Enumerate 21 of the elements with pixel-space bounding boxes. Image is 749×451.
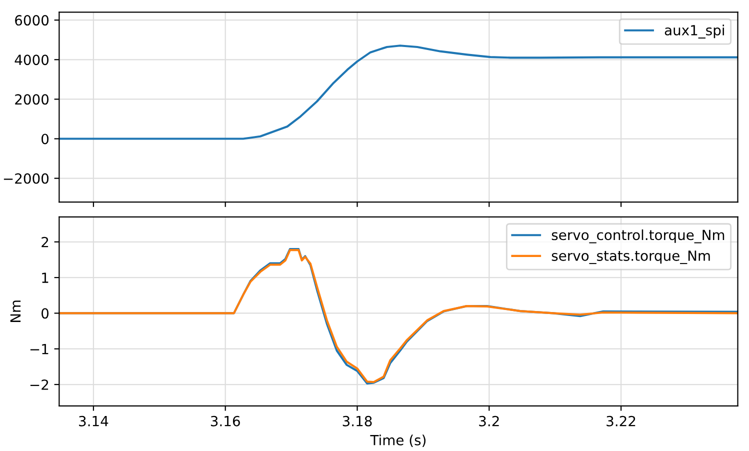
x-tick-label: 3.14 — [79, 416, 108, 426]
x-tick-label: 3.22 — [606, 416, 636, 426]
legend-label: servo_control.torque_Nm — [552, 229, 724, 244]
x-tick-label: 3.16 — [210, 416, 240, 426]
x-tick-label: 3.18 — [342, 416, 372, 426]
y-tick-label: 1 — [42, 272, 48, 283]
x-tick-label: 3.2 — [479, 416, 499, 426]
y-tick-label: 2000 — [15, 94, 49, 105]
y-tick-label: 0 — [42, 308, 49, 319]
y-tick-label: 4000 — [14, 54, 49, 66]
y-tick-label: −2000 — [4, 173, 49, 184]
legend-label: aux1_spi — [664, 24, 724, 39]
y-tick-label: −1 — [30, 344, 48, 354]
x-axis-title: Time (s) — [370, 434, 426, 448]
y-tick-label: 0 — [42, 134, 49, 144]
y-tick-label: 6000 — [15, 15, 49, 26]
legend-label: servo_stats.torque_Nm — [552, 250, 710, 264]
y-tick-label: 2 — [42, 236, 48, 248]
line-series — [59, 44, 738, 140]
y-tick-label: −2 — [30, 379, 48, 390]
y-axis-title: Nm — [10, 300, 21, 322]
